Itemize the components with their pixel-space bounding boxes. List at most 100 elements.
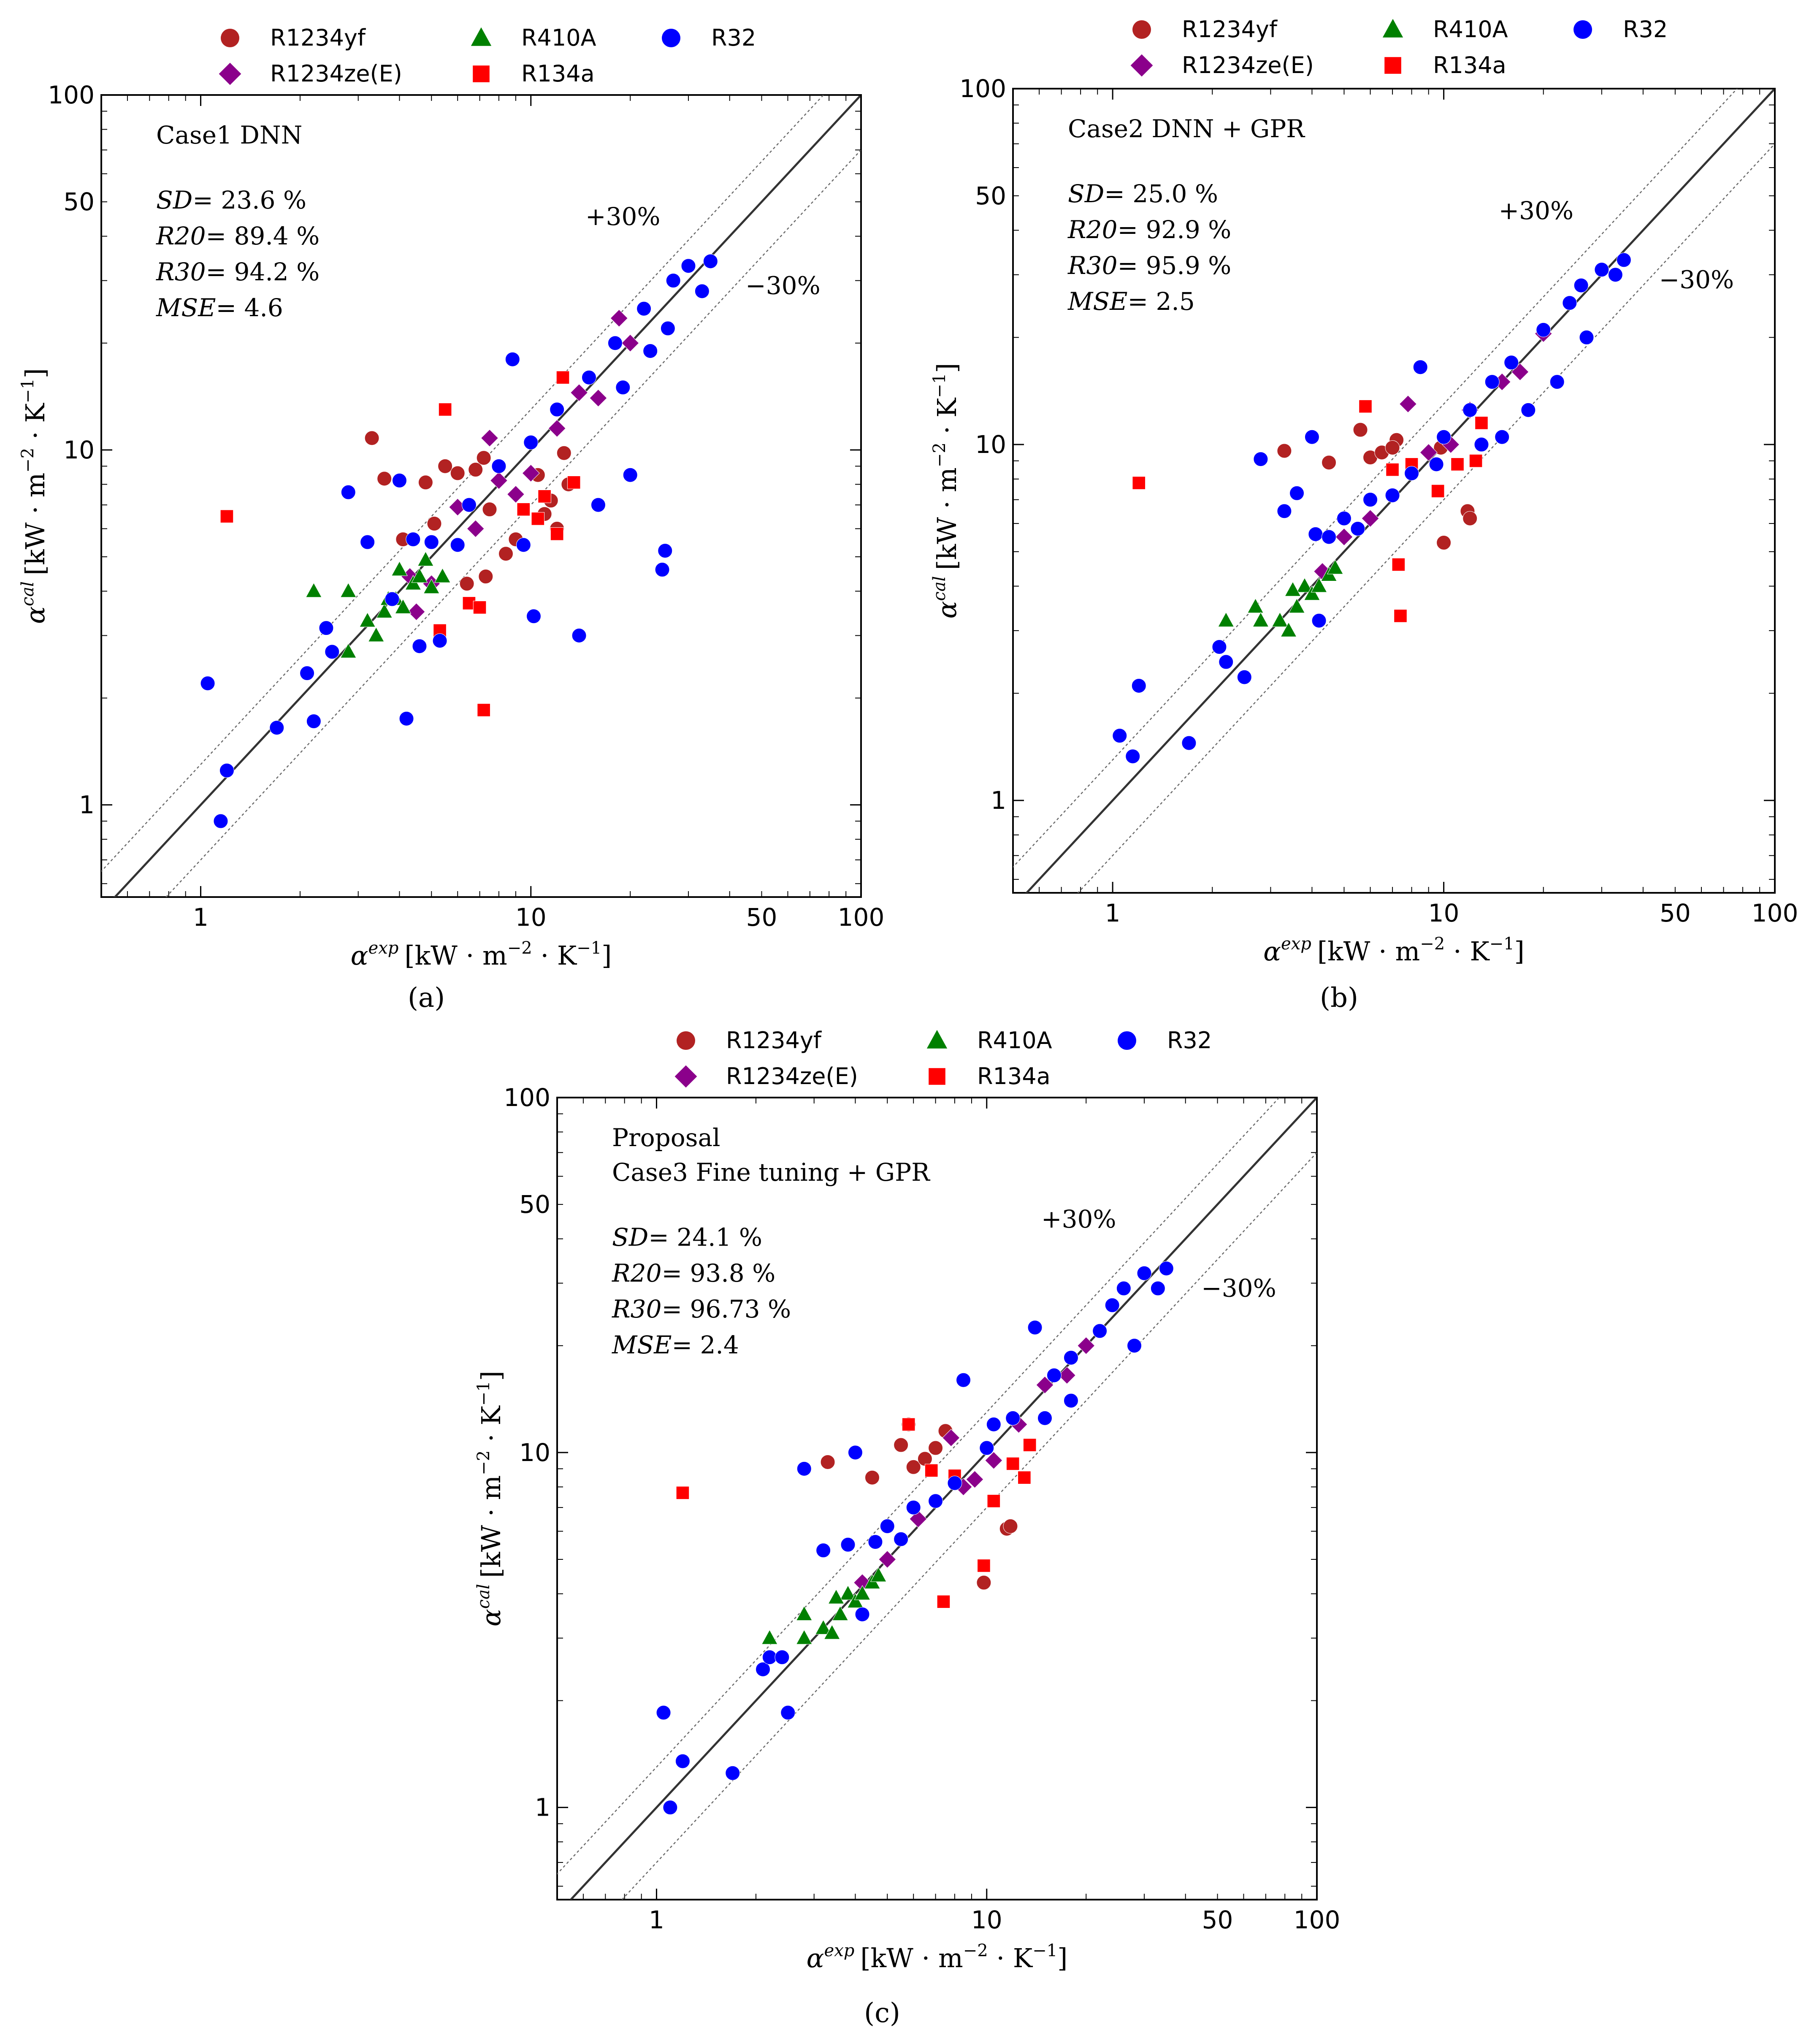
stat-value: 96.73 %: [690, 1295, 791, 1323]
data-point: [894, 1437, 909, 1453]
series-r410a: [305, 551, 451, 658]
legend-marker-r32: [1118, 1031, 1136, 1050]
data-point: [1413, 360, 1428, 375]
series-r32: [1112, 252, 1631, 764]
band-label-lower: −30%: [1659, 266, 1734, 294]
data-point: [1105, 1298, 1120, 1313]
y-axis-unit-close: ]: [932, 363, 962, 373]
data-point: [1181, 735, 1197, 751]
data-point: [1058, 1366, 1076, 1385]
panel-title: Proposal: [612, 1123, 720, 1152]
x-axis-unit-exp: −2: [507, 938, 532, 958]
data-point: [947, 1475, 962, 1491]
data-point: [1304, 429, 1319, 445]
stat-eq: =: [192, 186, 221, 214]
axis-ticks: [101, 94, 862, 897]
band-label-lower: −30%: [1201, 1274, 1276, 1302]
data-point: [412, 639, 427, 654]
data-point: [399, 711, 414, 726]
legend-label: R410A: [521, 24, 596, 51]
panel-tag: (b): [1320, 982, 1358, 1014]
data-point: [200, 676, 215, 691]
legend-label: R1234ze(E): [726, 1063, 858, 1090]
legend: R1234yf R1234ze(E) R410A R134a R32: [1130, 16, 1668, 79]
x-tick-label: 100: [1752, 899, 1798, 927]
stat-eq: =: [206, 258, 234, 286]
data-point: [1277, 504, 1292, 519]
stat-name: SD: [156, 186, 192, 214]
stat-line: SD= 25.0 %: [1068, 179, 1218, 208]
stat-line: MSE= 2.5: [1067, 287, 1195, 316]
legend-marker-r32: [1574, 20, 1592, 39]
data-point: [1127, 1338, 1142, 1353]
data-point: [392, 473, 407, 488]
data-point: [658, 543, 673, 558]
x-axis-label: αexp [kW · m−2 · K−1]: [807, 1941, 1068, 1974]
y-axis-unit-exp2: −1: [18, 378, 38, 403]
data-point: [1608, 267, 1623, 282]
data-point: [1018, 1471, 1031, 1484]
data-point: [1475, 416, 1488, 430]
y-axis-unit-close: ]: [476, 1371, 506, 1381]
data-point: [1562, 295, 1577, 311]
data-point: [1288, 598, 1305, 613]
y-axis-unit-exp: −2: [474, 1450, 493, 1475]
y-axis-unit: [kW · m: [20, 473, 51, 575]
data-point: [694, 284, 710, 299]
stat-name: R30: [612, 1295, 661, 1323]
x-tick-label: 100: [1294, 1906, 1341, 1934]
data-point: [438, 458, 453, 474]
data-point: [550, 402, 565, 417]
data-point: [1159, 1261, 1174, 1276]
legend-marker-r410a: [1382, 19, 1403, 38]
data-point: [643, 343, 658, 358]
x-axis-unit-mid: · K: [1445, 936, 1490, 967]
legend-marker-r134a: [929, 1068, 945, 1085]
y-axis-unit-exp: −2: [930, 442, 949, 467]
data-point: [1132, 476, 1146, 490]
data-point: [1277, 443, 1292, 458]
data-point: [725, 1765, 740, 1781]
stat-name: SD: [612, 1223, 648, 1252]
series-r134a: [220, 371, 581, 717]
data-point: [1063, 1393, 1078, 1408]
y-tick-label: 10: [63, 436, 95, 464]
data-point: [1116, 1281, 1131, 1296]
x-axis-unit-close: ]: [1057, 1943, 1067, 1974]
y-tick-label: 1: [79, 791, 95, 819]
data-point: [417, 551, 434, 567]
data-point: [407, 603, 425, 621]
data-point: [820, 1454, 835, 1469]
data-point: [1462, 402, 1478, 417]
x-axis-label: αexp [kW · m−2 · K−1]: [1263, 934, 1525, 967]
data-point: [847, 1593, 864, 1608]
chart-panel-2: R1234yf R1234ze(E) R410A R134a R32 1 1 10 10 50 50…: [930, 16, 1798, 1014]
data-point: [1063, 1350, 1078, 1365]
y-tick-label: 50: [63, 187, 95, 216]
legend-label: R134a: [1433, 52, 1506, 79]
data-point: [976, 1575, 991, 1590]
x-tick-label: 50: [1202, 1906, 1233, 1934]
stat-name: MSE: [1067, 287, 1127, 316]
data-point: [391, 561, 408, 576]
data-point: [987, 1494, 1001, 1508]
data-point: [1404, 466, 1419, 481]
data-point: [306, 714, 321, 729]
x-axis-unit-exp: −2: [1420, 934, 1445, 954]
data-point: [681, 258, 696, 274]
x-axis-unit-close: ]: [601, 940, 612, 971]
data-point: [1036, 1376, 1054, 1394]
parity-line: [1025, 89, 1775, 893]
legend-label: R1234yf: [726, 1027, 822, 1054]
data-point: [1311, 577, 1327, 593]
data-point: [360, 534, 375, 550]
legend-marker-r410a: [926, 1030, 948, 1049]
data-point: [1303, 585, 1320, 601]
y-tick-label: 10: [519, 1438, 550, 1467]
stat-eq: =: [672, 1331, 700, 1359]
data-point: [526, 609, 541, 624]
legend-marker-r1234zee: [674, 1065, 697, 1088]
data-point: [477, 703, 490, 717]
x-axis-unit-mid: · K: [532, 940, 577, 971]
data-point: [1271, 612, 1288, 627]
